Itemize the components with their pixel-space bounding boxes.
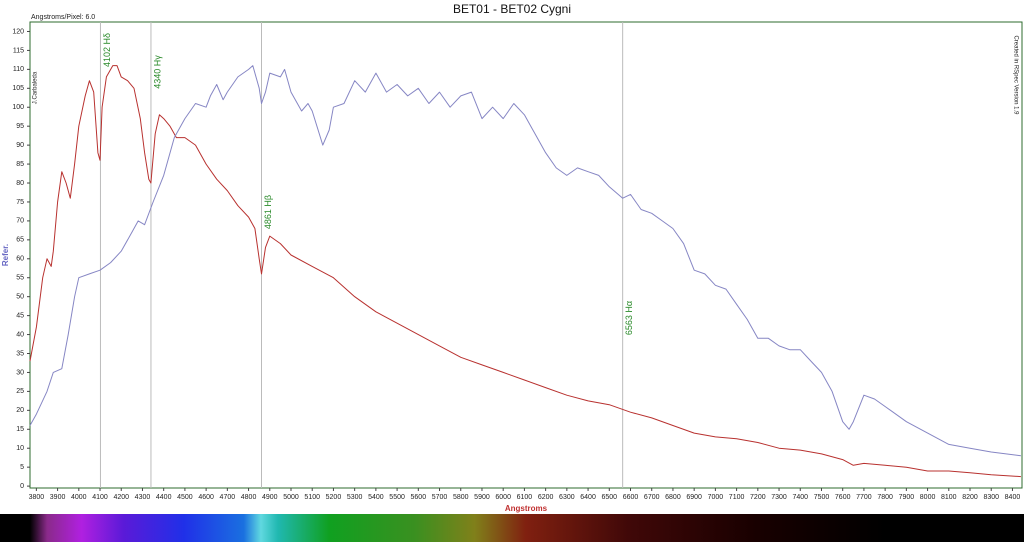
x-tick-label: 4800 xyxy=(241,494,257,501)
x-tick-label: 7700 xyxy=(856,494,872,501)
y-tick-label: 120 xyxy=(12,28,24,35)
x-tick-label: 6400 xyxy=(580,494,596,501)
y-tick-label: 45 xyxy=(16,312,24,319)
x-axis-label: Angstroms xyxy=(505,504,548,513)
x-tick-label: 8000 xyxy=(920,494,936,501)
y-tick-label: 80 xyxy=(16,180,24,187)
x-tick-label: 7500 xyxy=(814,494,830,501)
y-tick-label: 110 xyxy=(13,66,24,73)
line-marker-label: 4102 Hδ xyxy=(102,33,112,67)
x-tick-label: 4200 xyxy=(113,494,129,501)
subtitle: Angstroms/Pixel: 6.0 xyxy=(31,14,95,21)
x-tick-label: 4900 xyxy=(262,494,278,501)
series-line xyxy=(29,65,1021,478)
x-tick-label: 5700 xyxy=(432,494,448,501)
x-tick-label: 4100 xyxy=(92,494,108,501)
y-tick-label: 50 xyxy=(16,294,24,301)
observer: J.Carbaleda xyxy=(33,71,39,104)
chart-title: BET01 - BET02 Cygni xyxy=(453,2,571,16)
x-tick-label: 6800 xyxy=(665,494,681,501)
x-tick-label: 4600 xyxy=(198,494,214,501)
x-tick-label: 4300 xyxy=(135,494,151,501)
y-tick-label: 0 xyxy=(20,483,24,490)
x-tick-label: 5200 xyxy=(326,494,342,501)
y-tick-label: 75 xyxy=(16,199,24,206)
y-tick-label: 25 xyxy=(16,388,24,395)
x-tick-label: 6000 xyxy=(495,494,511,501)
x-tick-label: 6300 xyxy=(559,494,575,501)
x-tick-label: 7100 xyxy=(729,494,745,501)
y-tick-label: 65 xyxy=(16,237,24,244)
x-tick-label: 7400 xyxy=(792,494,808,501)
y-tick-label: 100 xyxy=(12,104,24,111)
y-tick-label: 95 xyxy=(16,123,24,130)
y-tick-label: 115 xyxy=(13,47,24,54)
x-tick-label: 7000 xyxy=(708,494,724,501)
y-tick-label: 35 xyxy=(16,350,24,357)
x-tick-label: 5800 xyxy=(453,494,469,501)
line-marker-label: 6563 Hα xyxy=(624,301,634,335)
line-marker-label: 4861 Hβ xyxy=(263,195,273,229)
x-tick-label: 8300 xyxy=(983,494,999,501)
y-tick-label: 5 xyxy=(20,464,24,471)
x-tick-label: 7600 xyxy=(835,494,851,501)
x-tick-label: 6600 xyxy=(623,494,639,501)
x-tick-label: 5100 xyxy=(304,494,320,501)
y-tick-label: 90 xyxy=(16,142,24,149)
x-tick-label: 5000 xyxy=(283,494,299,501)
y-axis-label: Refer. xyxy=(1,244,10,266)
x-tick-label: 4500 xyxy=(177,494,193,501)
x-tick-label: 3800 xyxy=(29,494,45,501)
x-tick-label: 5300 xyxy=(347,494,363,501)
x-tick-label: 7800 xyxy=(877,494,893,501)
x-tick-label: 6100 xyxy=(517,494,533,501)
y-tick-label: 105 xyxy=(12,85,24,92)
y-tick-label: 15 xyxy=(16,426,24,433)
y-tick-label: 30 xyxy=(16,369,24,376)
x-tick-label: 5600 xyxy=(411,494,427,501)
x-tick-label: 8100 xyxy=(941,494,957,501)
y-tick-label: 20 xyxy=(16,407,24,414)
x-tick-label: 3900 xyxy=(50,494,66,501)
x-tick-label: 6500 xyxy=(601,494,617,501)
x-tick-label: 8200 xyxy=(962,494,978,501)
x-tick-label: 6900 xyxy=(686,494,702,501)
y-tick-label: 60 xyxy=(16,256,24,263)
x-tick-label: 8400 xyxy=(1005,494,1021,501)
y-tick-label: 40 xyxy=(16,331,24,338)
x-tick-label: 7300 xyxy=(771,494,787,501)
x-tick-label: 7900 xyxy=(899,494,915,501)
y-tick-label: 55 xyxy=(16,275,24,282)
plot-frame xyxy=(29,21,1023,489)
x-tick-label: 6200 xyxy=(538,494,554,501)
credit: Created in RSpec Version 1.9 xyxy=(1012,35,1018,115)
x-tick-label: 4000 xyxy=(71,494,87,501)
x-tick-label: 7200 xyxy=(750,494,766,501)
x-tick-label: 6700 xyxy=(644,494,660,501)
x-tick-label: 4700 xyxy=(220,494,236,501)
x-tick-label: 5900 xyxy=(474,494,490,501)
x-tick-label: 5500 xyxy=(389,494,405,501)
x-tick-label: 4400 xyxy=(156,494,172,501)
x-tick-label: 5400 xyxy=(368,494,384,501)
line-marker-label: 4340 Hγ xyxy=(152,55,162,89)
y-tick-label: 10 xyxy=(16,445,24,452)
series-line xyxy=(29,65,1021,457)
y-tick-label: 70 xyxy=(16,218,24,225)
y-tick-label: 85 xyxy=(16,161,24,168)
spectrum-strip xyxy=(30,514,885,542)
